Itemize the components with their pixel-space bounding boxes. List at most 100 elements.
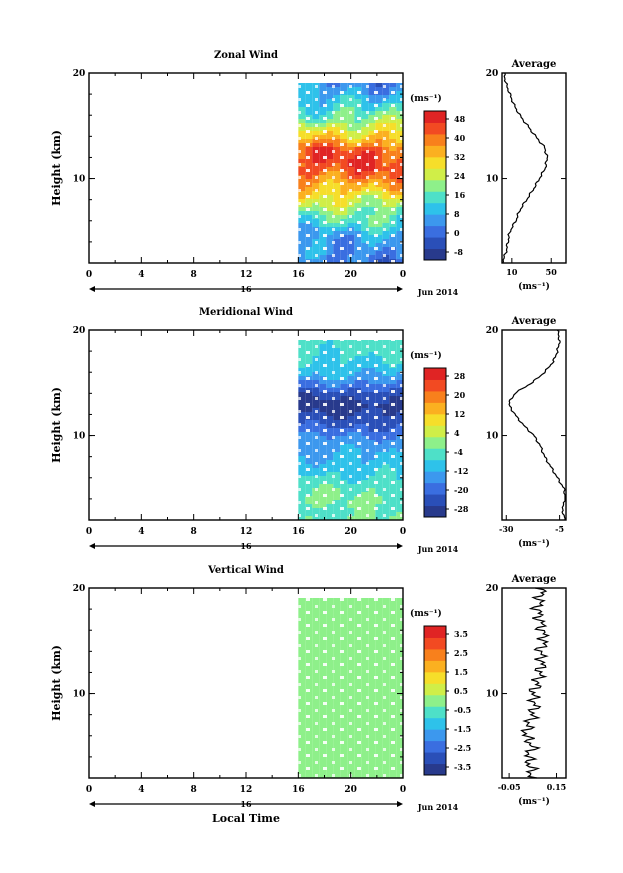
colorbar-swatch <box>424 648 446 661</box>
average-frame <box>501 329 567 521</box>
colorbar: 3.5 2.5 1.5 0.5 -0.5 -1.5 -2.5 -3.5 (ms⁻¹) <box>410 608 471 776</box>
colorbar-frame <box>423 110 447 261</box>
x-tick-label: 16 <box>292 527 305 537</box>
average-profile-line <box>508 329 566 520</box>
colorbar-swatch <box>424 436 446 449</box>
colorbar-tick-label: -2.5 <box>454 743 471 753</box>
colorbar-tick-label: 40 <box>454 133 466 143</box>
colorbar-frame <box>423 367 447 518</box>
colorbar-tick-label: -8 <box>454 247 463 257</box>
colorbar-swatch <box>424 122 446 135</box>
y-tick-label: 20 <box>486 69 499 79</box>
panel-title: Meridional Wind <box>199 307 293 318</box>
colorbar-swatch <box>424 156 446 169</box>
x-tick-label: 12 <box>240 785 253 795</box>
average-frame <box>501 72 567 264</box>
y-tick-label: 10 <box>486 690 499 700</box>
y-tick-label: 10 <box>486 432 499 442</box>
average-x-label: (ms⁻¹) <box>518 538 550 549</box>
date-label: Jun 2014 <box>417 544 459 554</box>
average-profile-line <box>502 72 549 264</box>
day-label: 16 <box>240 284 252 294</box>
x-tick-label: 4 <box>138 270 144 280</box>
date-arrow-right <box>397 801 403 807</box>
colorbar-tick-label: 4 <box>454 428 460 438</box>
colorbar-unit: (ms⁻¹) <box>410 350 442 361</box>
average-panel: Average 20 10 10 50 (ms⁻¹) <box>486 59 567 292</box>
colorbar-unit: (ms⁻¹) <box>410 608 442 619</box>
colorbar-swatch <box>424 402 446 415</box>
colorbar-swatch <box>424 717 446 730</box>
y-tick-label: 20 <box>486 584 499 594</box>
y-tick-label: 10 <box>73 175 86 185</box>
x-tick-label: 4 <box>138 785 144 795</box>
colorbar-swatch <box>424 740 446 753</box>
colorbar-swatch <box>424 368 446 380</box>
x-tick-label: 4 <box>138 527 144 537</box>
colorbar-swatch <box>424 660 446 673</box>
colorbar-swatch <box>424 248 446 261</box>
colorbar-tick-label: 32 <box>454 152 465 162</box>
date-label: Jun 2014 <box>417 802 459 812</box>
x-tick-label: 0 <box>86 527 92 537</box>
y-tick-label: 10 <box>73 690 86 700</box>
colorbar-swatch <box>424 448 446 461</box>
colorbar-swatch <box>424 425 446 438</box>
heatmap <box>298 336 403 520</box>
colorbar-swatch <box>424 752 446 765</box>
colorbar-tick-label: 28 <box>454 371 466 381</box>
y-tick-label: 20 <box>73 69 86 79</box>
colorbar-swatch <box>424 168 446 181</box>
colorbar-tick-label: 2.5 <box>454 648 468 658</box>
panel-2: Meridional Wind 0 4 8 12 16 20 0 20 10 Height (km)… <box>50 307 567 554</box>
colorbar-swatch <box>424 471 446 484</box>
x-tick-label: 0.15 <box>547 782 566 792</box>
x-tick-label: 20 <box>344 527 357 537</box>
colorbar-swatch <box>424 379 446 392</box>
colorbar-tick-label: -3.5 <box>454 762 471 772</box>
y-tick-label: 10 <box>486 175 499 185</box>
date-arrow-left <box>89 543 95 549</box>
x-tick-label: 10 <box>506 267 518 277</box>
y-axis-label: Height (km) <box>50 387 63 463</box>
missing-data-gaps <box>298 594 403 778</box>
colorbar-swatch <box>424 225 446 238</box>
date-arrow-right <box>397 543 403 549</box>
date-arrow-left <box>89 286 95 292</box>
colorbar-swatch <box>424 133 446 146</box>
x-tick-label: -5 <box>555 524 564 534</box>
average-panel: Average 20 10 -0.05 0.15 (ms⁻¹) <box>486 574 567 807</box>
colorbar-tick-label: 8 <box>454 209 460 219</box>
colorbar-swatch <box>424 111 446 123</box>
colorbar-swatch <box>424 214 446 227</box>
colorbar-tick-label: 0.5 <box>454 686 468 696</box>
y-axis-label: Height (km) <box>50 645 63 721</box>
panel-title: Zonal Wind <box>214 50 278 61</box>
colorbar-swatch <box>424 145 446 158</box>
x-tick-label: 16 <box>292 785 305 795</box>
x-tick-label: 0 <box>86 270 92 280</box>
colorbar-unit: (ms⁻¹) <box>410 93 442 104</box>
x-tick-label: 16 <box>292 270 305 280</box>
colorbar-tick-label: -20 <box>454 485 469 495</box>
date-arrow-left <box>89 801 95 807</box>
average-panel: Average 20 10 -30 -5 (ms⁻¹) <box>486 316 567 549</box>
colorbar-swatch <box>424 706 446 719</box>
average-title: Average <box>511 574 557 585</box>
colorbar-swatch <box>424 202 446 215</box>
colorbar-tick-label: -1.5 <box>454 724 471 734</box>
y-tick-label: 20 <box>486 326 499 336</box>
colorbar-swatch <box>424 179 446 192</box>
colorbar-tick-label: 16 <box>454 190 466 200</box>
colorbar-swatch <box>424 683 446 696</box>
date-label: Jun 2014 <box>417 287 459 297</box>
colorbar-swatch <box>424 763 446 776</box>
missing-data-gaps <box>298 79 403 263</box>
average-profile-line <box>520 587 551 779</box>
x-tick-label: 0 <box>400 527 406 537</box>
x-tick-label: 20 <box>344 270 357 280</box>
x-tick-label: 50 <box>546 267 558 277</box>
x-tick-label: 0 <box>86 785 92 795</box>
